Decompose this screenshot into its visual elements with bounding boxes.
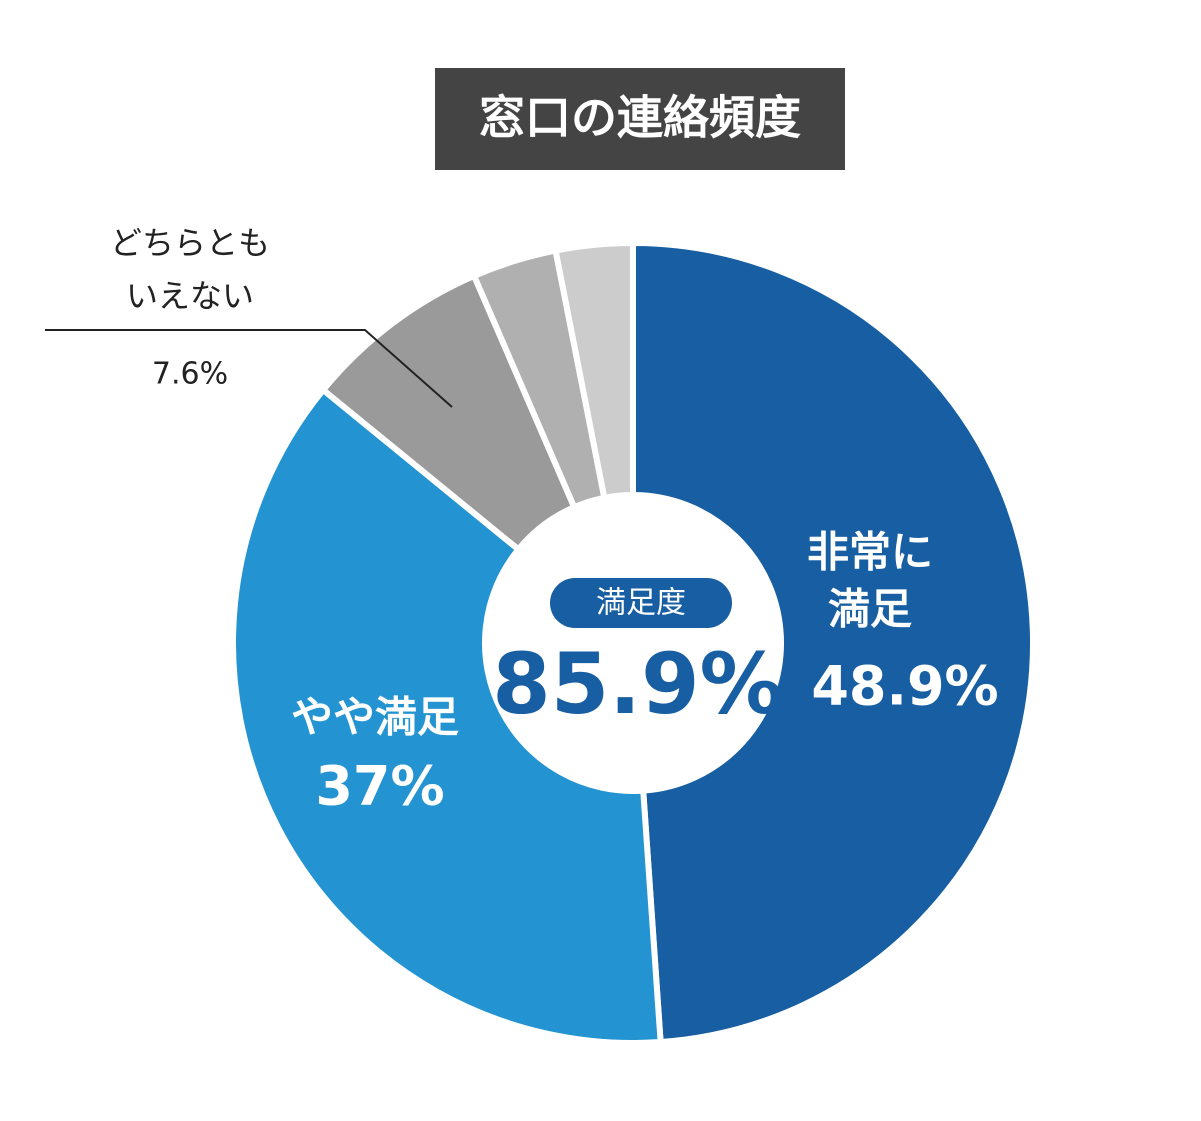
center-label: 満足度 <box>596 586 686 621</box>
value-label: 37% <box>315 755 444 818</box>
segment-label: 満足 <box>828 585 912 634</box>
value-label: 48.9% <box>811 655 998 718</box>
donut-segment <box>318 271 579 554</box>
segment-label: いえない <box>126 277 254 315</box>
donut-segment <box>552 239 636 502</box>
center-pill <box>550 578 732 628</box>
segment-label: 非常に <box>807 528 933 577</box>
title-box <box>435 68 845 170</box>
chart-title: 窓口の連絡頻度 <box>479 91 801 145</box>
value-label: 7.6% <box>152 357 228 392</box>
donut-segment <box>230 385 664 1046</box>
donut-segment <box>630 239 1037 1046</box>
center-value: 85.9% <box>492 635 783 733</box>
center-hole <box>488 498 778 788</box>
segment-label: やや満足 <box>291 693 459 742</box>
leader-line <box>45 329 453 408</box>
segment-label: どちらとも <box>110 224 270 262</box>
